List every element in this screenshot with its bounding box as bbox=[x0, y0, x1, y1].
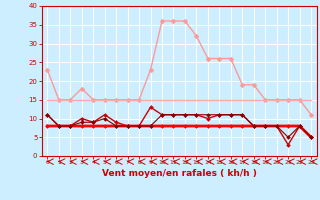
X-axis label: Vent moyen/en rafales ( kh/h ): Vent moyen/en rafales ( kh/h ) bbox=[102, 169, 257, 178]
